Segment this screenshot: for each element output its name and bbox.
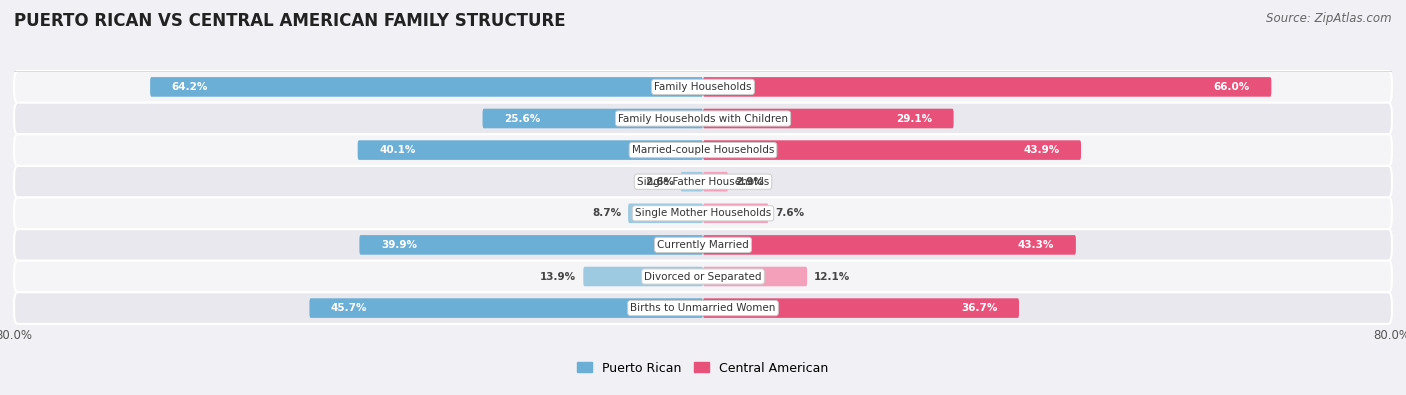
Text: 36.7%: 36.7% <box>962 303 997 313</box>
Text: PUERTO RICAN VS CENTRAL AMERICAN FAMILY STRUCTURE: PUERTO RICAN VS CENTRAL AMERICAN FAMILY … <box>14 12 565 30</box>
FancyBboxPatch shape <box>681 172 703 192</box>
FancyBboxPatch shape <box>360 235 703 255</box>
Text: 66.0%: 66.0% <box>1213 82 1250 92</box>
FancyBboxPatch shape <box>703 235 1076 255</box>
FancyBboxPatch shape <box>14 166 1392 198</box>
Text: 12.1%: 12.1% <box>814 271 851 282</box>
FancyBboxPatch shape <box>628 203 703 223</box>
FancyBboxPatch shape <box>703 298 1019 318</box>
Text: 13.9%: 13.9% <box>540 271 576 282</box>
FancyBboxPatch shape <box>703 109 953 128</box>
FancyBboxPatch shape <box>703 203 769 223</box>
FancyBboxPatch shape <box>583 267 703 286</box>
FancyBboxPatch shape <box>14 71 1392 103</box>
FancyBboxPatch shape <box>309 298 703 318</box>
Text: 39.9%: 39.9% <box>381 240 418 250</box>
Text: Currently Married: Currently Married <box>657 240 749 250</box>
Text: Family Households with Children: Family Households with Children <box>619 113 787 124</box>
Text: 40.1%: 40.1% <box>380 145 416 155</box>
Text: 2.6%: 2.6% <box>645 177 673 187</box>
Text: Divorced or Separated: Divorced or Separated <box>644 271 762 282</box>
FancyBboxPatch shape <box>14 261 1392 292</box>
FancyBboxPatch shape <box>357 140 703 160</box>
FancyBboxPatch shape <box>703 172 728 192</box>
Text: Single Mother Households: Single Mother Households <box>636 208 770 218</box>
Text: 64.2%: 64.2% <box>172 82 208 92</box>
FancyBboxPatch shape <box>703 267 807 286</box>
Text: 2.9%: 2.9% <box>735 177 763 187</box>
Text: Family Households: Family Households <box>654 82 752 92</box>
FancyBboxPatch shape <box>482 109 703 128</box>
FancyBboxPatch shape <box>14 229 1392 261</box>
FancyBboxPatch shape <box>14 198 1392 229</box>
Text: Births to Unmarried Women: Births to Unmarried Women <box>630 303 776 313</box>
Text: 29.1%: 29.1% <box>896 113 932 124</box>
FancyBboxPatch shape <box>14 134 1392 166</box>
Text: 25.6%: 25.6% <box>505 113 540 124</box>
Text: 7.6%: 7.6% <box>775 208 804 218</box>
Legend: Puerto Rican, Central American: Puerto Rican, Central American <box>572 357 834 380</box>
FancyBboxPatch shape <box>703 140 1081 160</box>
FancyBboxPatch shape <box>150 77 703 97</box>
FancyBboxPatch shape <box>14 103 1392 134</box>
Text: Source: ZipAtlas.com: Source: ZipAtlas.com <box>1267 12 1392 25</box>
Text: 45.7%: 45.7% <box>330 303 367 313</box>
Text: 43.9%: 43.9% <box>1024 145 1060 155</box>
Text: Married-couple Households: Married-couple Households <box>631 145 775 155</box>
FancyBboxPatch shape <box>703 77 1271 97</box>
Text: 8.7%: 8.7% <box>592 208 621 218</box>
Text: 43.3%: 43.3% <box>1018 240 1054 250</box>
FancyBboxPatch shape <box>14 292 1392 324</box>
Text: Single Father Households: Single Father Households <box>637 177 769 187</box>
